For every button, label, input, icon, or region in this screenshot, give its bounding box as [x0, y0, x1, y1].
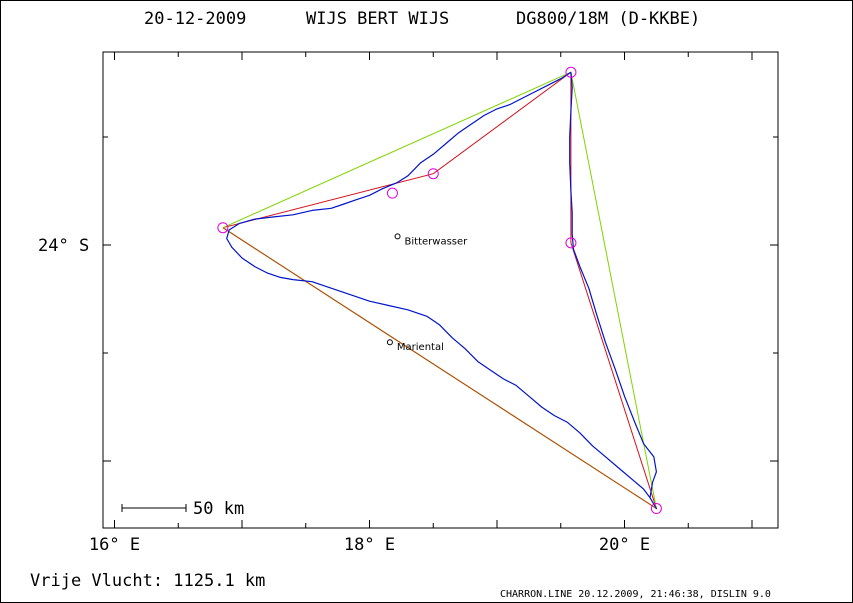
place-label: Bitterwasser [405, 236, 469, 247]
turnpoint-circle [565, 66, 577, 78]
turnpoint-circle [565, 237, 577, 249]
scale-bar-label: 50 km [193, 499, 244, 519]
title-pilot: WIJS BERT WIJS [306, 9, 449, 29]
task-course-lines [222, 71, 658, 510]
y-axis-labels: 24° S [38, 236, 89, 256]
scale-bar: 50 km [121, 499, 244, 519]
y-tick-label: 24° S [38, 236, 89, 256]
footer-stamp: CHARRON.LINE 20.12.2009, 21:46:38, DISLI… [500, 589, 771, 600]
course-line [222, 71, 657, 509]
place-label: Mariental [397, 342, 444, 353]
map-area [102, 51, 779, 529]
x-axis-labels: 16° E 18° E 20° E [89, 535, 650, 555]
place-markers: Bitterwasser Mariental [386, 233, 469, 353]
course-line [222, 71, 658, 510]
title-glider: DG800/18M (D-KKBE) [516, 9, 700, 29]
flight-track [226, 71, 658, 510]
turnpoint-circle [386, 187, 398, 199]
axis-ticks [103, 52, 778, 528]
x-tick-label: 20° E [599, 535, 650, 555]
place-marker [386, 339, 393, 346]
flight-distance: Vrije Vlucht: 1125.1 km [30, 571, 265, 591]
turnpoint-circle [650, 503, 662, 515]
turnpoint-circle [427, 168, 439, 180]
title-date: 20-12-2009 [144, 9, 246, 29]
x-tick-label: 16° E [89, 535, 140, 555]
track-line [226, 71, 658, 510]
turnpoint-markers [217, 66, 662, 515]
turnpoint-circle [217, 222, 229, 234]
x-tick-label: 18° E [344, 535, 395, 555]
place-marker [394, 233, 401, 240]
course-line [222, 227, 657, 509]
